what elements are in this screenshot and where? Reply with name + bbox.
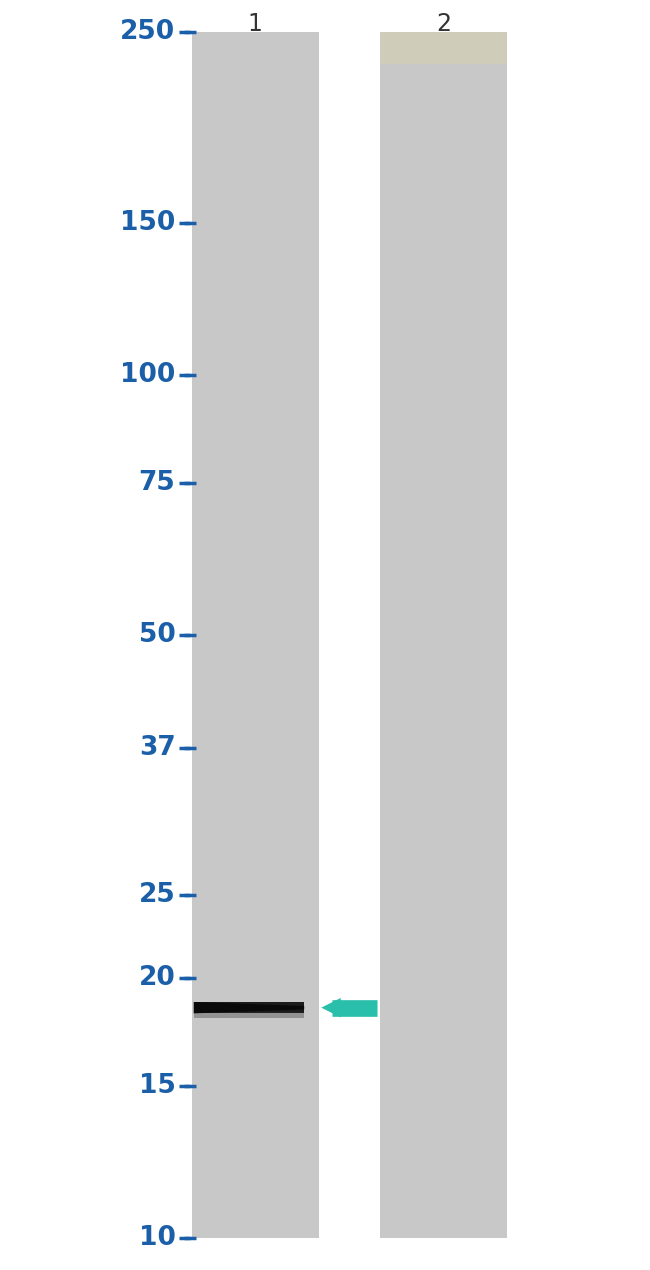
- Text: 75: 75: [138, 470, 176, 497]
- Text: 25: 25: [138, 881, 176, 908]
- Bar: [380, 32, 507, 64]
- Text: 150: 150: [120, 211, 176, 236]
- Bar: [192, 32, 318, 1238]
- Text: 2: 2: [436, 11, 451, 36]
- Text: 15: 15: [138, 1073, 176, 1100]
- Text: 50: 50: [138, 622, 176, 648]
- Bar: [194, 1002, 304, 1013]
- Bar: [380, 32, 507, 1238]
- Text: 20: 20: [138, 965, 176, 992]
- Text: 10: 10: [138, 1226, 176, 1251]
- Text: 1: 1: [248, 11, 263, 36]
- Bar: [194, 1012, 304, 1019]
- Text: 100: 100: [120, 362, 176, 389]
- Polygon shape: [194, 1002, 304, 1013]
- Text: 37: 37: [138, 735, 176, 761]
- Text: 250: 250: [120, 19, 176, 44]
